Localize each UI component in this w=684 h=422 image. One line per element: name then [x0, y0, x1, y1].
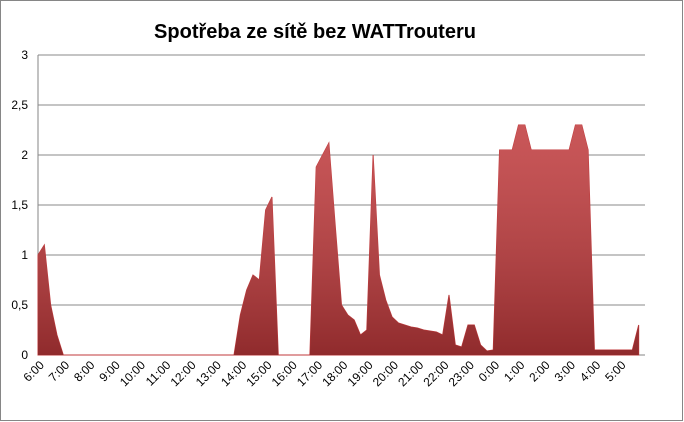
y-tick-label: 3: [21, 48, 28, 62]
area-shade: [38, 125, 639, 355]
y-tick-label: 2: [21, 148, 28, 162]
y-tick-label: 1,5: [11, 198, 28, 212]
y-tick-label: 2,5: [11, 98, 28, 112]
y-tick-label: 1: [21, 248, 28, 262]
y-tick-label: 0,5: [11, 298, 28, 312]
chart-title: Spotřeba ze sítě bez WATTrouteru: [154, 21, 476, 43]
y-tick-label: 0: [21, 348, 28, 362]
